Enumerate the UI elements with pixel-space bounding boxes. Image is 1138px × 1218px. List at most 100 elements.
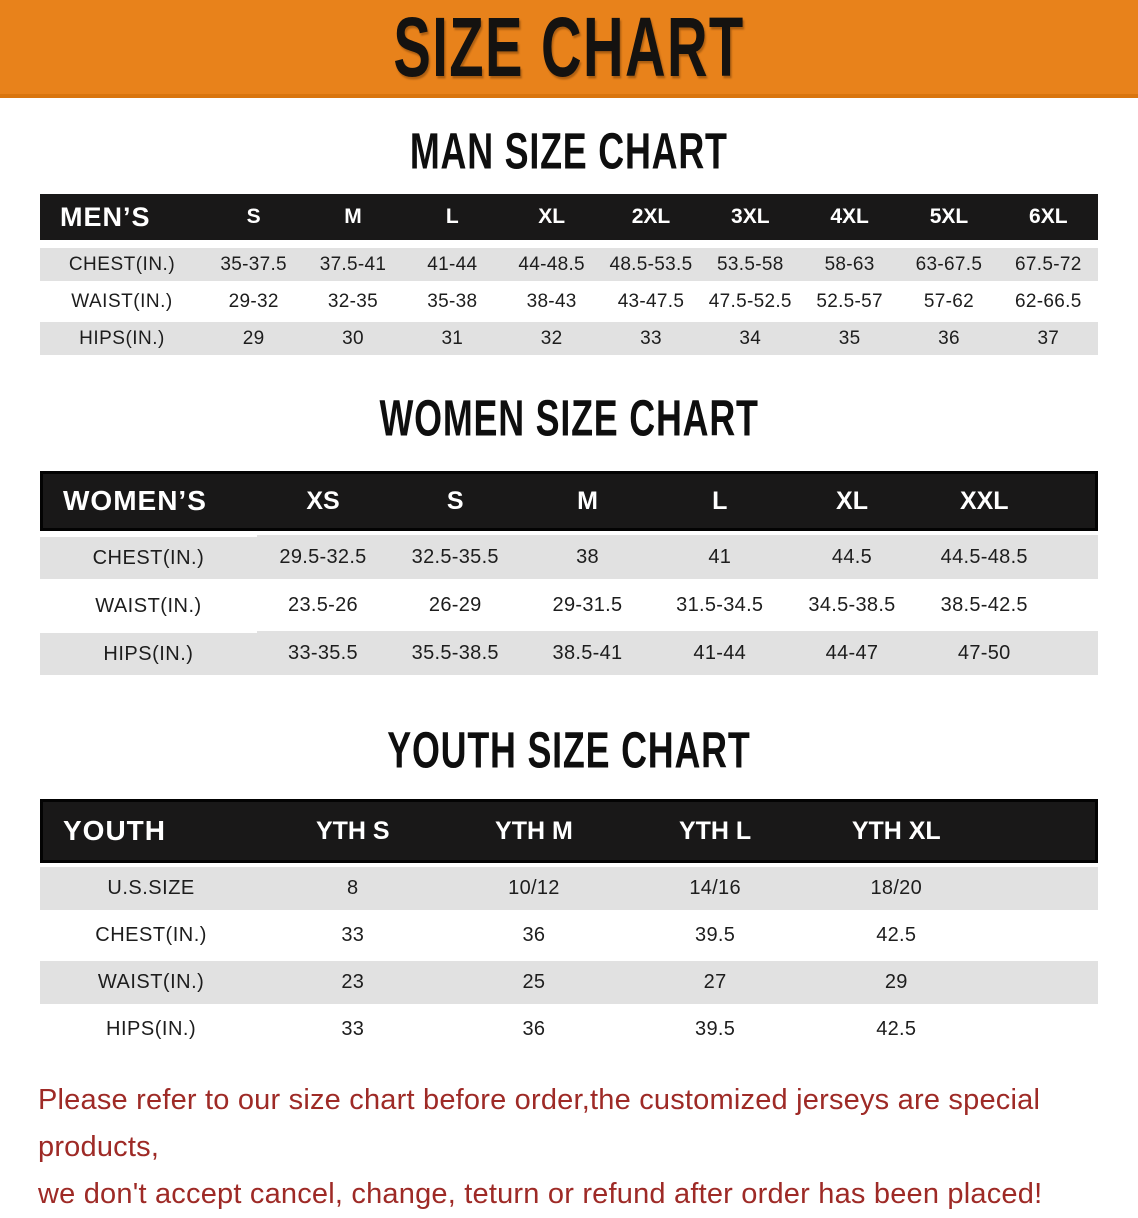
table-row: WAIST(IN.) 23.5-26 26-29 29-31.5 31.5-34.5 34…	[40, 579, 1098, 627]
measurement-value-cell: 32-35	[303, 281, 403, 318]
measurement-value-cell: 43-47.5	[601, 281, 701, 318]
measurement-value-cell: 8	[262, 863, 444, 910]
measurement-value-cell: 18/20	[805, 863, 987, 910]
measurement-value-cell: 30	[303, 318, 403, 355]
measurement-value-cell: 48.5-53.5	[601, 244, 701, 281]
row-filler-cell	[1050, 579, 1098, 627]
women-section-heading: WOMEN SIZE CHART	[0, 355, 1138, 471]
measurement-value-cell: 29-31.5	[521, 579, 654, 627]
size-column-header: XL	[501, 194, 602, 244]
table-header-row: MEN’S S M L XL 2XL 3XL 4XL 5XL 6XL	[40, 194, 1098, 244]
row-filler-cell	[986, 910, 1098, 957]
section-youth: YOUTH SIZE CHART YOUTH YTH S YTH M YTH L YTH…	[0, 675, 1138, 1051]
measurement-value-cell: 38.5-42.5	[918, 579, 1051, 627]
measurement-value-cell: 23	[262, 957, 444, 1004]
youth-section-heading-text: YOUTH SIZE CHART	[387, 721, 751, 779]
measurement-value-cell: 42.5	[805, 910, 987, 957]
row-filler-cell	[986, 1004, 1098, 1051]
measurement-row-label: WAIST(IN.)	[40, 957, 263, 1004]
measurement-value-cell: 67.5-72	[998, 244, 1098, 281]
measurement-value-cell: 39.5	[624, 1004, 806, 1051]
table-row: U.S.SIZE 8 10/12 14/16 18/20	[40, 863, 1098, 910]
size-column-header: YTH M	[443, 799, 625, 863]
youth-section-heading: YOUTH SIZE CHART	[0, 675, 1138, 799]
size-column-header: L	[402, 194, 502, 244]
men-size-table: MEN’S S M L XL 2XL 3XL 4XL 5XL 6XL CHEST(IN.) 35-37…	[40, 194, 1098, 355]
measurement-value-cell: 33	[262, 1004, 444, 1051]
measurement-value-cell: 35-37.5	[203, 244, 304, 281]
section-men: MAN SIZE CHART MEN’S S M L XL 2XL 3XL 4XL 5XL 6XL…	[0, 98, 1138, 355]
row-filler-cell	[1050, 627, 1098, 675]
measurement-value-cell: 41	[653, 531, 786, 579]
header-filler-cell	[986, 799, 1098, 863]
measurement-value-cell: 63-67.5	[899, 244, 999, 281]
measurement-value-cell: 23.5-26	[256, 579, 390, 627]
size-column-header: 2XL	[601, 194, 701, 244]
measurement-value-cell: 36	[443, 910, 625, 957]
measurement-value-cell: 35	[799, 318, 900, 355]
size-column-header: YTH L	[624, 799, 806, 863]
table-corner-label: YOUTH	[40, 799, 263, 863]
measurement-value-cell: 44-48.5	[501, 244, 602, 281]
measurement-row-label: CHEST(IN.)	[40, 244, 204, 281]
measurement-value-cell: 37.5-41	[303, 244, 403, 281]
measurement-row-label: U.S.SIZE	[40, 863, 263, 910]
banner: SIZE CHART	[0, 0, 1138, 98]
row-filler-cell	[986, 863, 1098, 910]
measurement-row-label: HIPS(IN.)	[40, 1004, 263, 1051]
table-corner-label: MEN’S	[40, 194, 204, 244]
measurement-value-cell: 31.5-34.5	[653, 579, 786, 627]
row-filler-cell	[986, 957, 1098, 1004]
table-corner-label: WOMEN’S	[40, 471, 257, 531]
table-header-row: YOUTH YTH S YTH M YTH L YTH XL	[40, 799, 1098, 863]
measurement-value-cell: 29	[805, 957, 987, 1004]
measurement-value-cell: 36	[899, 318, 999, 355]
measurement-value-cell: 62-66.5	[998, 281, 1098, 318]
measurement-value-cell: 41-44	[653, 627, 786, 675]
measurement-value-cell: 29-32	[203, 281, 304, 318]
measurement-row-label: HIPS(IN.)	[40, 318, 204, 355]
measurement-row-label: CHEST(IN.)	[40, 531, 257, 579]
measurement-value-cell: 33-35.5	[256, 627, 390, 675]
women-size-table-wrap: WOMEN’S XS S M L XL XXL CHEST(IN.) 29.5-32.5 32.5…	[40, 471, 1098, 675]
measurement-value-cell: 33	[262, 910, 444, 957]
table-row: HIPS(IN.) 29 30 31 32 33 34 35 36 37	[40, 318, 1098, 355]
size-column-header: 6XL	[998, 194, 1098, 244]
men-section-heading: MAN SIZE CHART	[0, 98, 1138, 194]
measurement-value-cell: 34.5-38.5	[785, 579, 919, 627]
measurement-value-cell: 47.5-52.5	[700, 281, 800, 318]
measurement-value-cell: 14/16	[624, 863, 806, 910]
size-column-header: XS	[256, 471, 390, 531]
size-column-header: 5XL	[899, 194, 999, 244]
measurement-value-cell: 29	[203, 318, 304, 355]
women-section-heading-text: WOMEN SIZE CHART	[379, 389, 759, 447]
measurement-value-cell: 32	[501, 318, 602, 355]
measurement-value-cell: 32.5-35.5	[389, 531, 522, 579]
measurement-value-cell: 38.5-41	[521, 627, 654, 675]
measurement-value-cell: 35-38	[402, 281, 502, 318]
measurement-value-cell: 52.5-57	[799, 281, 900, 318]
table-row: HIPS(IN.) 33-35.5 35.5-38.5 38.5-41 41-44 44-…	[40, 627, 1098, 675]
measurement-value-cell: 44-47	[785, 627, 919, 675]
women-size-table: WOMEN’S XS S M L XL XXL CHEST(IN.) 29.5-32.5 32.5…	[40, 471, 1098, 675]
measurement-value-cell: 27	[624, 957, 806, 1004]
measurement-value-cell: 36	[443, 1004, 625, 1051]
page-title: SIZE CHART	[393, 0, 745, 94]
disclaimer-line-2: we don't accept cancel, change, teturn o…	[38, 1177, 1043, 1210]
measurement-row-label: WAIST(IN.)	[40, 579, 257, 627]
measurement-value-cell: 26-29	[389, 579, 522, 627]
size-column-header: XXL	[918, 471, 1051, 531]
disclaimer-note: Please refer to our size chart before or…	[38, 1077, 1100, 1218]
disclaimer-line-1: Please refer to our size chart before or…	[38, 1084, 1041, 1163]
measurement-value-cell: 47-50	[918, 627, 1051, 675]
size-column-header: XL	[785, 471, 919, 531]
measurement-value-cell: 44.5-48.5	[918, 531, 1051, 579]
youth-size-table-wrap: YOUTH YTH S YTH M YTH L YTH XL U.S.SIZE 8 10/12…	[40, 799, 1098, 1051]
size-column-header: 4XL	[799, 194, 900, 244]
header-filler-cell	[1050, 471, 1098, 531]
table-row: HIPS(IN.) 33 36 39.5 42.5	[40, 1004, 1098, 1051]
size-column-header: S	[389, 471, 522, 531]
measurement-value-cell: 53.5-58	[700, 244, 800, 281]
measurement-value-cell: 38-43	[501, 281, 602, 318]
measurement-value-cell: 35.5-38.5	[389, 627, 522, 675]
